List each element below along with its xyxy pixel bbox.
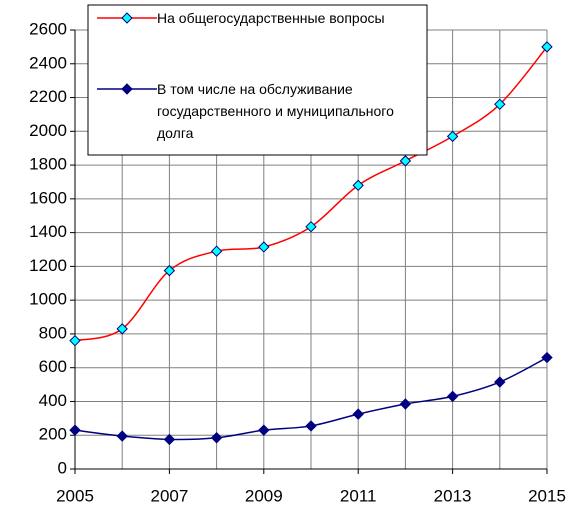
- y-tick-label: 800: [39, 323, 67, 342]
- marker: [352, 179, 364, 192]
- y-tick-label: 200: [39, 425, 67, 444]
- x-tick-label: 2005: [56, 486, 94, 505]
- marker: [116, 323, 128, 335]
- y-tick-label: 1000: [29, 290, 67, 309]
- y-tick-label: 1600: [29, 188, 67, 207]
- x-tick-label: 2011: [340, 486, 377, 505]
- marker: [305, 420, 317, 432]
- marker: [69, 424, 81, 436]
- marker: [163, 264, 176, 277]
- legend-item: На общегосударственные вопросы: [157, 10, 385, 26]
- marker: [116, 430, 128, 442]
- legend-marker: [121, 12, 133, 24]
- y-tick-label: 2200: [29, 87, 67, 106]
- marker: [494, 98, 506, 110]
- legend-label: На общегосударственные вопросы: [157, 10, 385, 26]
- y-tick-label: 1400: [29, 222, 67, 241]
- marker: [399, 155, 412, 167]
- x-tick-label: 2009: [245, 486, 283, 505]
- marker: [305, 220, 317, 233]
- y-tick-label: 1200: [29, 256, 67, 275]
- marker: [163, 433, 176, 446]
- marker: [352, 408, 364, 420]
- marker: [210, 432, 223, 444]
- marker: [541, 351, 553, 364]
- marker: [446, 130, 459, 143]
- marker: [258, 241, 270, 253]
- y-tick-label: 2000: [29, 121, 67, 140]
- marker: [399, 398, 412, 410]
- y-tick-label: 1800: [29, 155, 67, 174]
- marker: [258, 424, 270, 436]
- x-tick-label: 2007: [150, 486, 188, 505]
- marker: [69, 334, 81, 347]
- y-tick-label: 0: [58, 458, 67, 477]
- y-tick-label: 400: [39, 391, 67, 410]
- marker: [494, 376, 506, 388]
- marker: [446, 390, 459, 403]
- marker: [541, 41, 553, 53]
- legend-label: В том числе на обслуживание государствен…: [157, 81, 394, 141]
- x-tick-label: 2015: [528, 486, 566, 505]
- y-tick-label: 2400: [29, 53, 67, 72]
- legend-item: В том числе на обслуживание государствен…: [157, 81, 394, 141]
- x-tick-label: 2013: [434, 486, 472, 505]
- y-tick-label: 2600: [29, 19, 67, 38]
- y-tick-label: 600: [39, 357, 67, 376]
- legend-box: [87, 4, 428, 156]
- legend-marker: [121, 83, 133, 95]
- marker: [210, 245, 223, 257]
